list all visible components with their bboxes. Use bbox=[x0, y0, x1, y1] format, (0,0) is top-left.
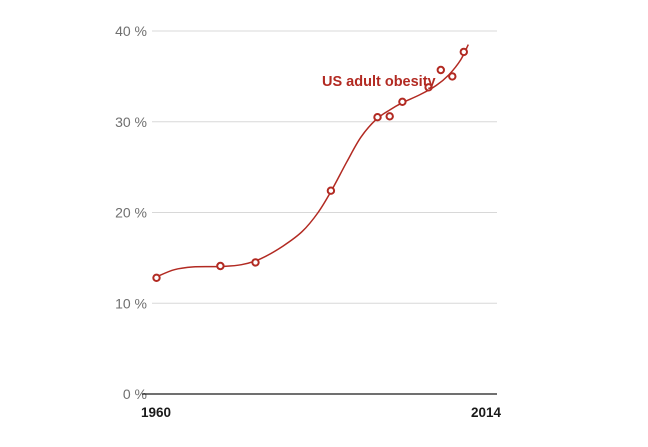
data-point bbox=[398, 97, 407, 107]
data-point bbox=[373, 113, 382, 122]
data-points bbox=[152, 47, 468, 282]
x-axis-tick-labels: 1960 2014 bbox=[141, 405, 501, 420]
y-tick-label: 40 % bbox=[115, 23, 147, 39]
data-point bbox=[152, 273, 161, 282]
y-tick-label: 20 % bbox=[115, 205, 147, 221]
data-point bbox=[251, 258, 260, 267]
x-tick-label: 2014 bbox=[471, 405, 502, 420]
y-tick-label: 10 % bbox=[115, 295, 147, 311]
y-tick-label: 30 % bbox=[115, 114, 147, 130]
data-point bbox=[385, 112, 394, 121]
y-tick-label: 0 % bbox=[123, 386, 147, 402]
gridlines bbox=[152, 30, 497, 304]
data-point bbox=[326, 186, 336, 195]
data-point bbox=[448, 72, 457, 81]
data-point bbox=[436, 65, 445, 75]
data-point bbox=[216, 261, 225, 271]
x-tick-label: 1960 bbox=[141, 405, 171, 420]
data-point bbox=[424, 83, 433, 92]
data-point bbox=[459, 47, 468, 57]
series-label: US adult obesity bbox=[322, 74, 436, 90]
y-axis-tick-labels: 0 % 10 % 20 % 30 % 40 % bbox=[115, 23, 147, 402]
